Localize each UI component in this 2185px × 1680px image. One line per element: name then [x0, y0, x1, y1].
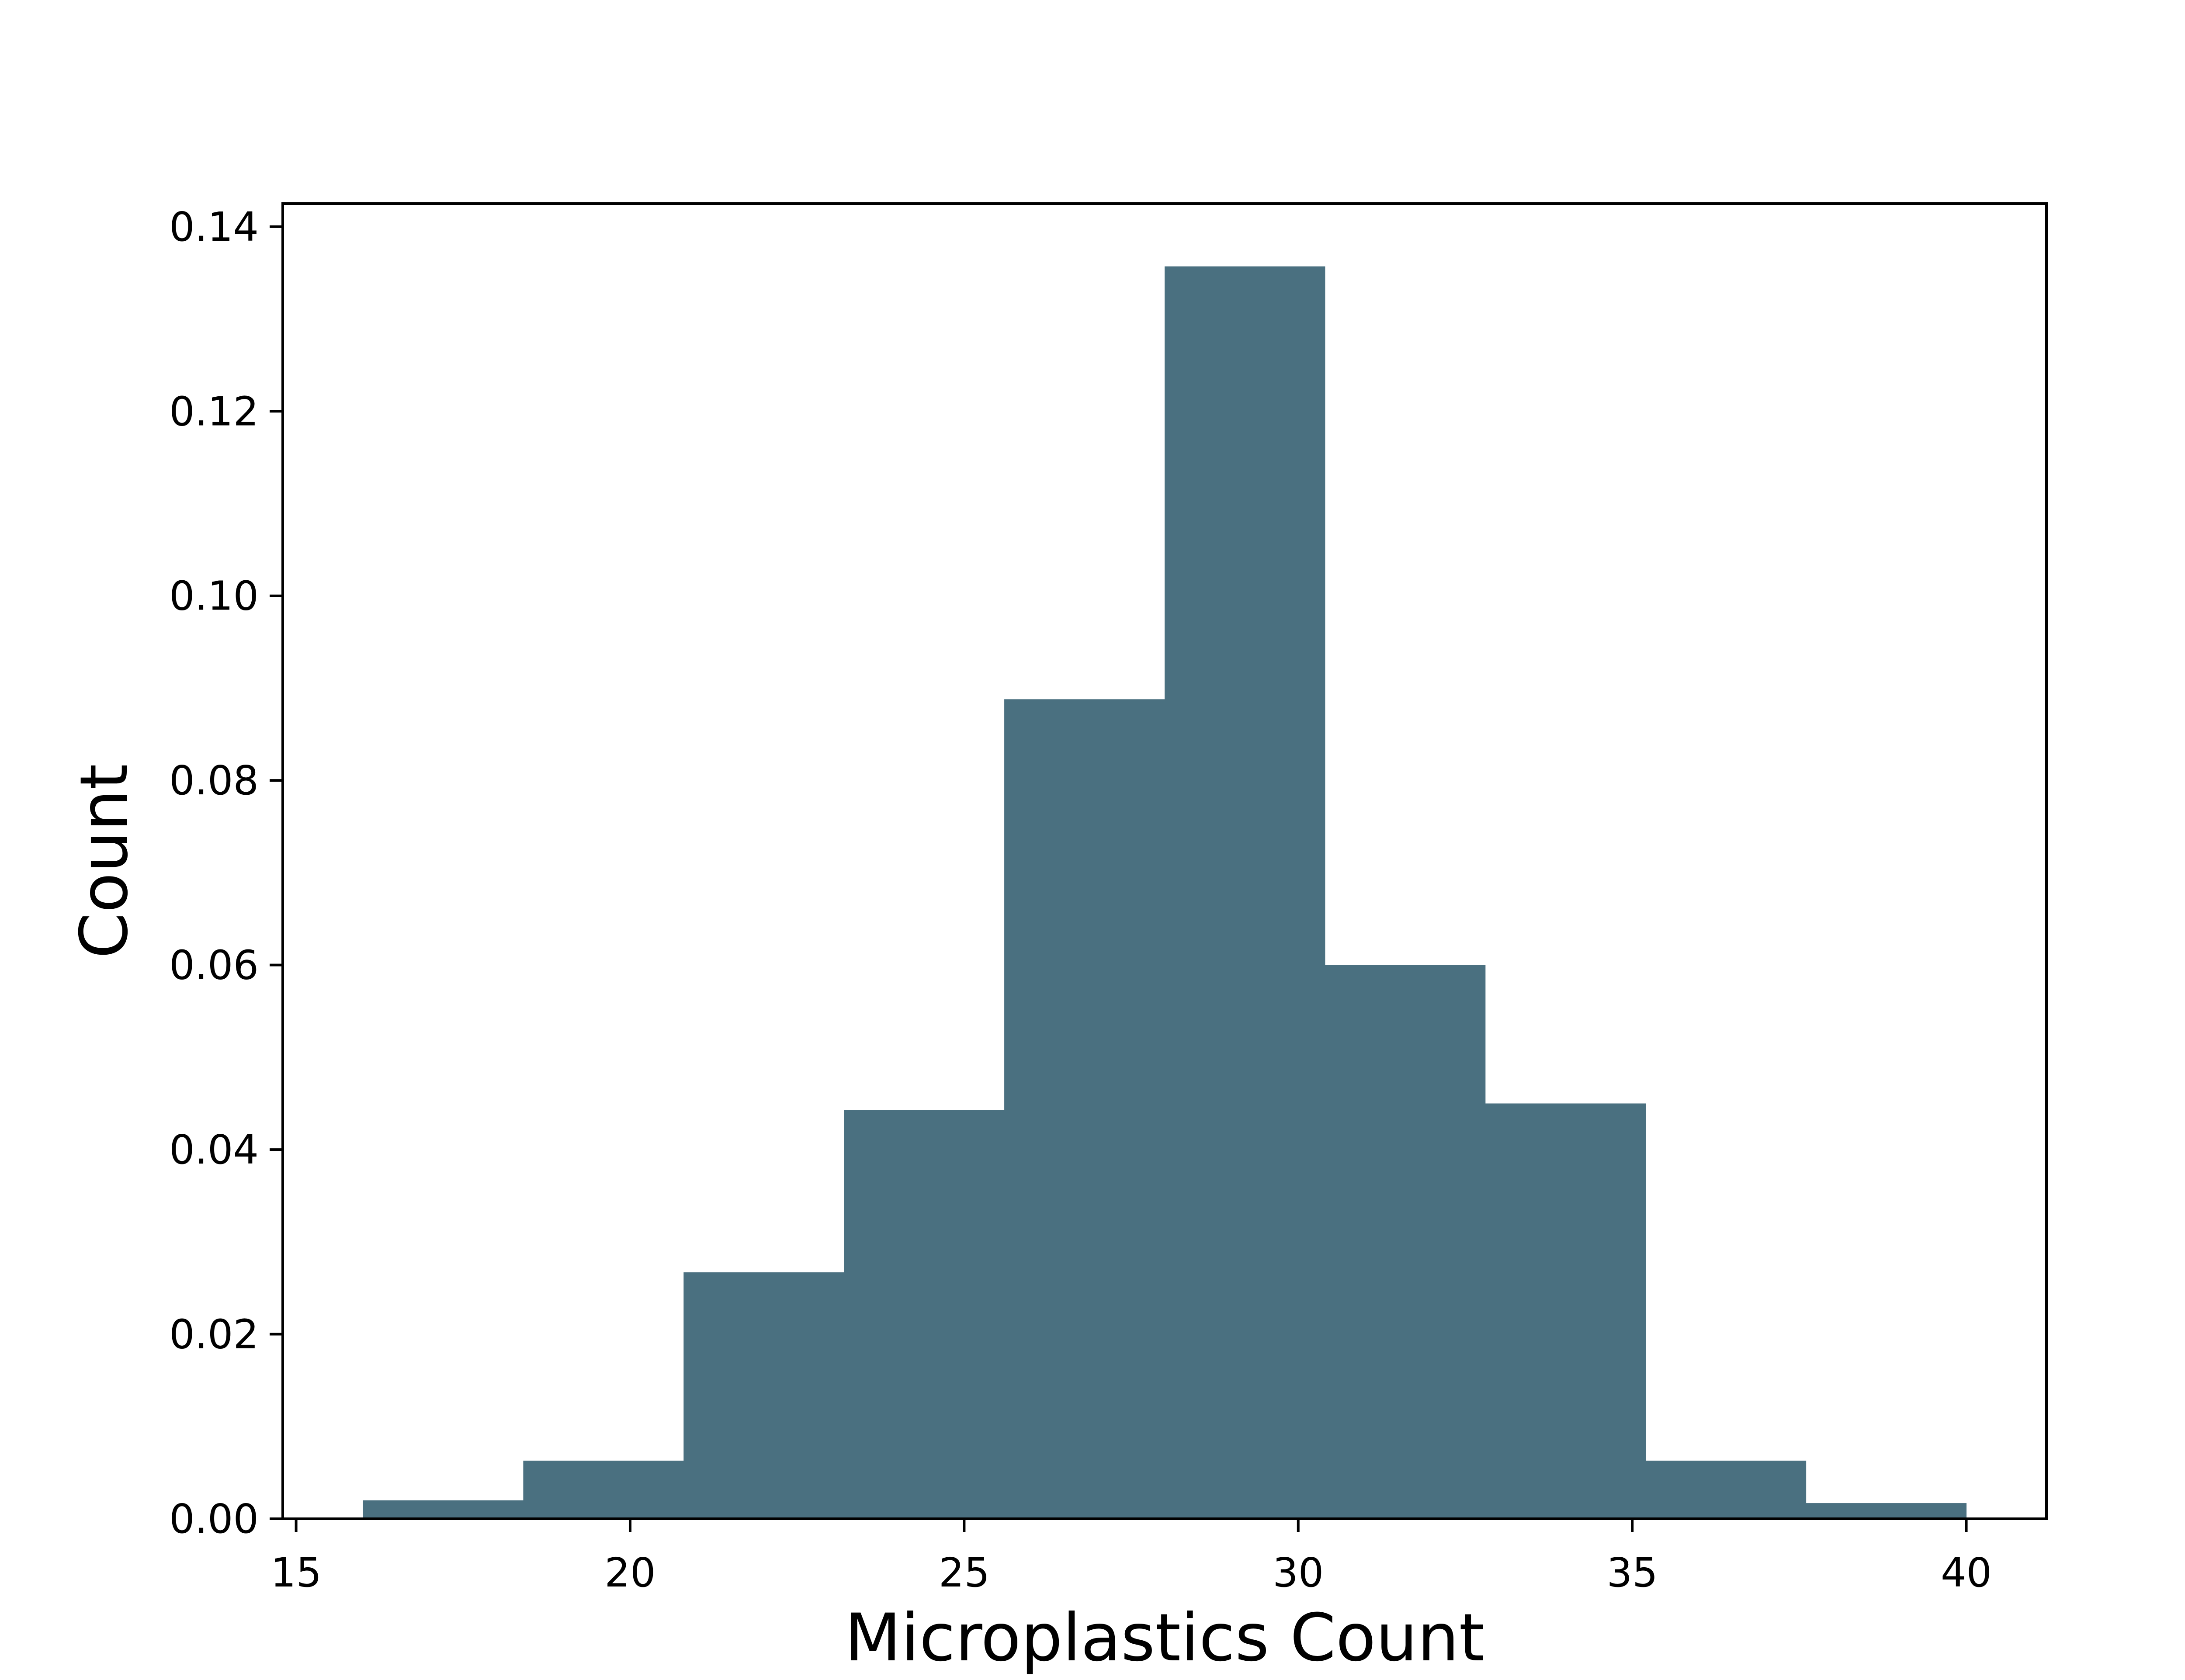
- y-axis-label: Count: [66, 764, 142, 958]
- x-tick-label: 15: [271, 1549, 322, 1596]
- histogram-bar: [1485, 1103, 1646, 1519]
- histogram-bar: [363, 1500, 524, 1519]
- histogram-bar: [523, 1460, 684, 1519]
- x-tick-label: 35: [1607, 1549, 1658, 1596]
- y-tick-label: 0.12: [169, 388, 259, 435]
- y-tick-label: 0.06: [169, 942, 259, 989]
- bars-layer: [363, 266, 1967, 1519]
- histogram-bar: [1806, 1503, 1967, 1519]
- x-tick-label: 30: [1273, 1549, 1324, 1596]
- histogram-bar: [844, 1110, 1005, 1519]
- plot-frame: [281, 202, 2048, 1520]
- y-tick-label: 0.02: [169, 1311, 259, 1358]
- histogram-bar: [1004, 699, 1165, 1519]
- x-axis-label: Microplastics Count: [845, 1600, 1485, 1676]
- x-tick-label: 20: [604, 1549, 656, 1596]
- histogram-bar: [1325, 965, 1486, 1519]
- histogram-bar: [1165, 266, 1325, 1519]
- y-tick-label: 0.08: [169, 757, 259, 804]
- histogram-bar: [1645, 1460, 1807, 1519]
- x-tick-label: 25: [939, 1549, 990, 1596]
- x-tick-label: 40: [1941, 1549, 1992, 1596]
- y-tick-label: 0.04: [169, 1126, 259, 1173]
- y-tick-label: 0.00: [169, 1496, 259, 1542]
- y-tick-label: 0.14: [169, 204, 259, 250]
- histogram-bar: [683, 1272, 844, 1519]
- y-tick-label: 0.10: [169, 573, 259, 620]
- ticks-layer: 15 20 25 30 35 40 0.00 0.02 0.04 0.06 0.08 0.10 0.12…: [169, 204, 1992, 1596]
